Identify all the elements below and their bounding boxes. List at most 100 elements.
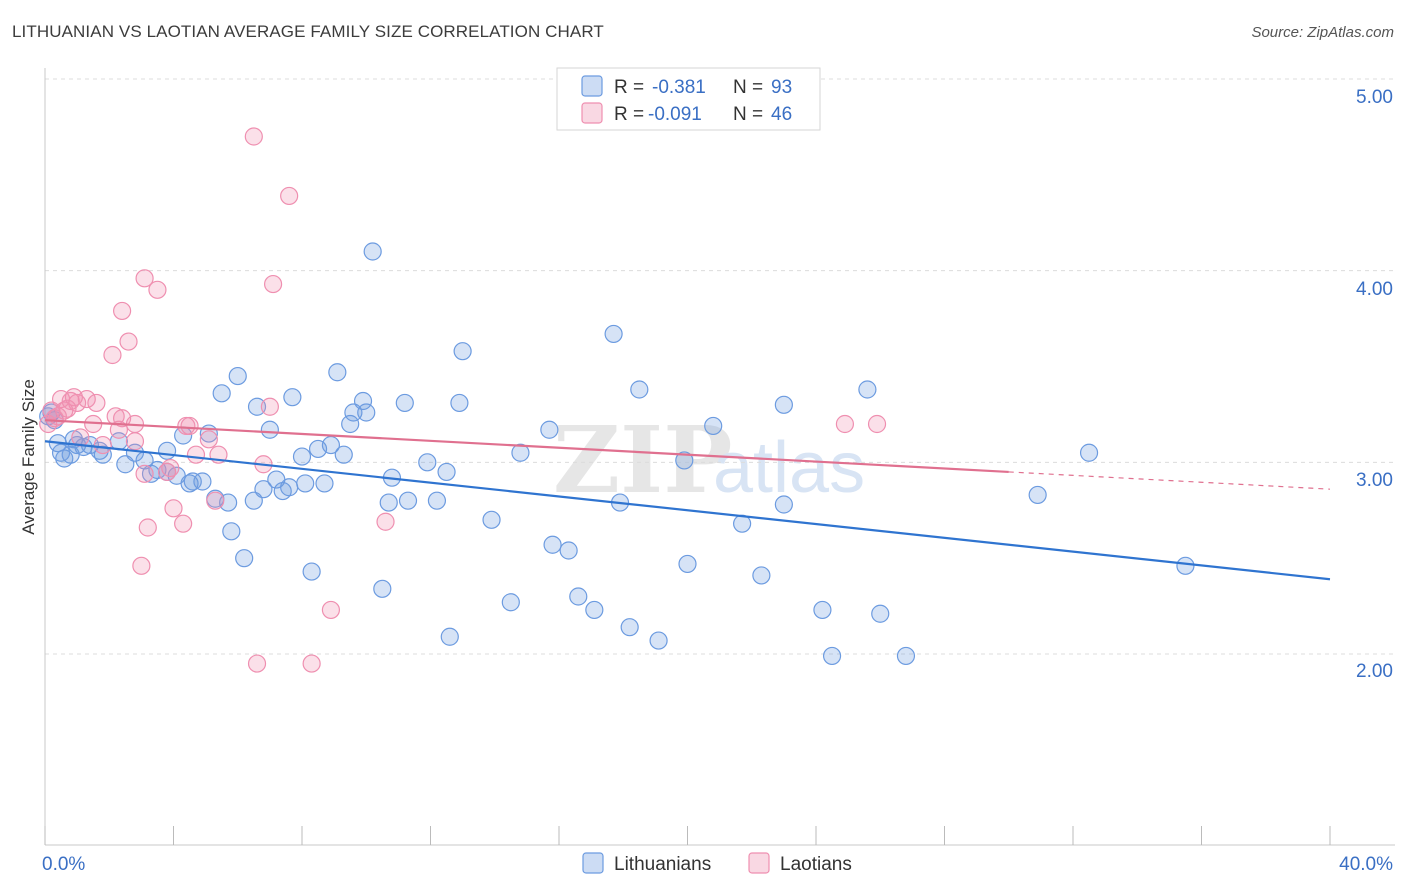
- legend-n-value: 46: [771, 104, 792, 125]
- data-point-lithuanians: [260, 420, 279, 439]
- data-point-laotians: [135, 464, 154, 483]
- data-point-lithuanians: [292, 447, 312, 466]
- data-point-laotians: [119, 332, 138, 351]
- data-point-lithuanians: [302, 562, 321, 581]
- data-point-lithuanians: [630, 380, 649, 399]
- data-point-lithuanians: [254, 480, 273, 499]
- watermark-atlas: atlas: [713, 428, 865, 508]
- data-point-lithuanians: [813, 600, 832, 620]
- data-point-laotians: [247, 654, 267, 673]
- data-point-lithuanians: [543, 535, 562, 554]
- source-label: Source: ZipAtlas.com: [1251, 24, 1394, 41]
- data-point-lithuanians: [93, 445, 112, 464]
- data-point-lithuanians: [1079, 443, 1099, 462]
- y-tick-label: 3.00: [1356, 470, 1393, 491]
- series-lithuanians-points: [39, 242, 1195, 666]
- data-point-laotians: [321, 600, 341, 620]
- data-point-laotians: [180, 416, 199, 436]
- axes: [44, 68, 1395, 846]
- y-axis-label: Average Family Size: [19, 379, 38, 535]
- series-legend: Lithuanians Laotians: [582, 852, 852, 875]
- watermark-zip: ZIP: [553, 406, 732, 514]
- legend-n-label: N =: [733, 104, 763, 125]
- data-point-lithuanians: [334, 445, 353, 464]
- data-point-laotians: [132, 556, 151, 575]
- legend-swatch-lithuanians: [581, 75, 603, 97]
- data-point-lithuanians: [774, 395, 793, 414]
- data-point-lithuanians: [774, 495, 793, 514]
- data-point-lithuanians: [222, 522, 241, 541]
- legend-r-label: R =: [614, 104, 644, 125]
- data-point-laotians: [68, 393, 87, 413]
- data-point-lithuanians: [822, 646, 842, 666]
- data-point-lithuanians: [704, 416, 723, 436]
- data-point-laotians: [280, 186, 299, 206]
- legend-r-label: R =: [614, 77, 644, 98]
- legend-r-value: -0.091: [648, 104, 702, 125]
- legend-swatch-laotians: [581, 102, 603, 124]
- data-point-lithuanians: [440, 627, 459, 646]
- legend-n-label: N =: [733, 77, 763, 98]
- data-point-laotians: [174, 514, 193, 533]
- data-point-lithuanians: [453, 342, 472, 361]
- data-point-laotians: [109, 420, 128, 439]
- data-point-laotians: [93, 435, 112, 455]
- data-point-lithuanians: [379, 493, 398, 512]
- data-point-lithuanians: [501, 593, 520, 612]
- data-point-lithuanians: [418, 453, 437, 472]
- data-point-laotians: [260, 397, 279, 416]
- data-point-lithuanians: [353, 391, 373, 411]
- data-point-laotians: [103, 345, 122, 365]
- data-point-lithuanians: [212, 384, 231, 403]
- trend-lines: [44, 419, 1331, 581]
- data-point-laotians: [302, 654, 321, 673]
- data-point-lithuanians: [427, 491, 447, 510]
- bottom-legend-swatch-laotians: [748, 852, 770, 874]
- data-point-lithuanians: [585, 600, 604, 620]
- data-point-lithuanians: [540, 420, 559, 439]
- data-point-laotians: [148, 280, 167, 299]
- data-point-lithuanians: [1176, 556, 1195, 575]
- data-point-laotians: [161, 458, 180, 478]
- x-tick-label-max: 40.0%: [1339, 854, 1393, 875]
- data-point-lithuanians: [559, 541, 578, 560]
- data-point-lithuanians: [157, 441, 177, 460]
- data-point-laotians: [199, 430, 218, 449]
- data-point-lithuanians: [341, 414, 360, 434]
- data-point-lithuanians: [675, 451, 694, 470]
- data-point-lithuanians: [296, 474, 315, 493]
- data-point-lithuanians: [569, 587, 588, 606]
- bottom-legend-swatch-lithuanians: [582, 852, 604, 874]
- chart-title: LITHUANIAN VS LAOTIAN AVERAGE FAMILY SIZ…: [12, 22, 604, 41]
- trend-line-laotians: [44, 419, 1009, 474]
- data-point-laotians: [125, 432, 145, 451]
- data-point-lithuanians: [315, 474, 334, 493]
- data-point-lithuanians: [871, 604, 890, 623]
- data-point-lithuanians: [328, 363, 347, 382]
- data-point-laotians: [835, 414, 855, 434]
- legend-n-value: 93: [771, 77, 792, 98]
- data-point-lithuanians: [1028, 485, 1047, 505]
- data-point-laotians: [244, 127, 263, 146]
- data-point-lithuanians: [183, 472, 202, 491]
- data-point-laotians: [77, 389, 96, 409]
- data-point-lithuanians: [280, 478, 299, 497]
- data-point-laotians: [45, 409, 64, 428]
- series-laotians-points: [39, 127, 887, 673]
- data-point-lithuanians: [482, 510, 501, 529]
- correlation-legend: R = -0.381 N = 93 R = -0.091 N = 46: [556, 67, 821, 131]
- bottom-legend-laotians: Laotians: [780, 854, 852, 875]
- data-point-laotians: [164, 499, 183, 518]
- data-point-laotians: [87, 393, 106, 413]
- data-point-lithuanians: [398, 491, 418, 510]
- y-tick-label: 2.00: [1356, 661, 1393, 682]
- data-point-laotians: [186, 445, 206, 464]
- data-point-lithuanians: [247, 397, 267, 416]
- data-point-lithuanians: [373, 579, 392, 598]
- data-point-laotians: [263, 274, 283, 294]
- trend-line-lithuanians: [44, 440, 1331, 581]
- data-point-lithuanians: [752, 566, 771, 585]
- data-point-laotians: [112, 301, 132, 321]
- data-point-lithuanians: [858, 380, 877, 399]
- data-point-lithuanians: [357, 403, 376, 422]
